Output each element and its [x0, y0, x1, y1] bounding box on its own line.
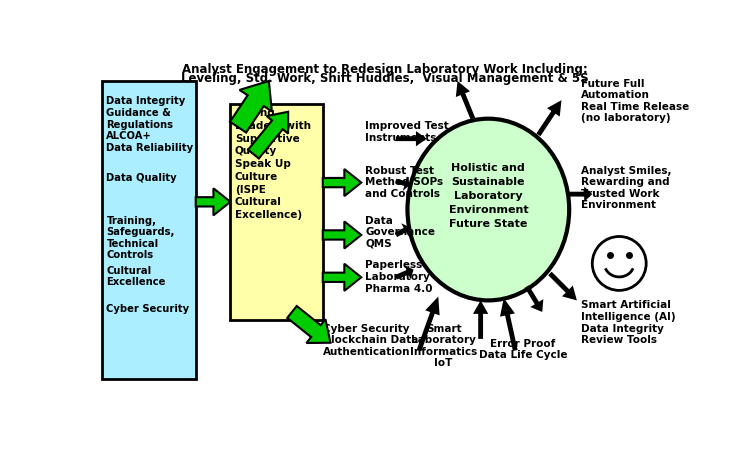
- Text: Paperless
Laboratory
Pharma 4.0: Paperless Laboratory Pharma 4.0: [365, 261, 433, 293]
- FancyBboxPatch shape: [102, 81, 196, 379]
- Text: Robust Test
Method SOPs
and Controls: Robust Test Method SOPs and Controls: [365, 166, 443, 199]
- Text: Leveling, Std. Work, Shift Huddles,  Visual Management & 5S: Leveling, Std. Work, Shift Huddles, Visu…: [181, 72, 588, 86]
- Ellipse shape: [592, 237, 646, 290]
- FancyArrow shape: [395, 176, 410, 191]
- FancyArrow shape: [525, 285, 543, 312]
- Polygon shape: [322, 221, 362, 248]
- Text: Holistic and
Sustainable
Laboratory
Environment
Future State: Holistic and Sustainable Laboratory Envi…: [448, 163, 528, 229]
- Polygon shape: [196, 188, 230, 216]
- Text: Data Integrity
Guidance &
Regulations
ALCOA+: Data Integrity Guidance & Regulations AL…: [106, 96, 186, 141]
- FancyArrow shape: [500, 298, 517, 351]
- Text: Strong
Leaders with
Supportive
Quality
Speak Up
Culture
(ISPE
Cultural
Excellenc: Strong Leaders with Supportive Quality S…: [235, 108, 311, 220]
- FancyArrow shape: [394, 223, 410, 237]
- Text: Smart Artificial
Intelligence (AI)
Data Integrity
Review Tools: Smart Artificial Intelligence (AI) Data …: [580, 301, 675, 345]
- FancyArrow shape: [417, 297, 440, 351]
- Text: Data Reliability: Data Reliability: [106, 143, 194, 153]
- Text: Cultural
Excellence: Cultural Excellence: [106, 266, 166, 288]
- Text: Analyst Smiles,
Rewarding and
Trusted Work
Environment: Analyst Smiles, Rewarding and Trusted Wo…: [580, 166, 671, 211]
- Text: Smart
Laboratory
Informatics
IoT: Smart Laboratory Informatics IoT: [410, 324, 477, 368]
- Text: Data
Governance
QMS: Data Governance QMS: [365, 216, 435, 249]
- Text: Future Full
Automation
Real Time Release
(no laboratory): Future Full Automation Real Time Release…: [580, 79, 689, 123]
- Text: Analyst Engagement to Redesign Laboratory Work Including:: Analyst Engagement to Redesign Laborator…: [182, 63, 587, 76]
- Text: Improved Test
Instruments: Improved Test Instruments: [365, 121, 448, 143]
- Text: Data Quality: Data Quality: [106, 173, 177, 183]
- Text: Training,
Safeguards,
Technical
Controls: Training, Safeguards, Technical Controls: [106, 216, 175, 261]
- FancyArrow shape: [456, 81, 476, 120]
- Text: Error Proof
Data Life Cycle: Error Proof Data Life Cycle: [478, 339, 567, 360]
- Text: Cyber Security
Blockchain Data
Authentication: Cyber Security Blockchain Data Authentic…: [322, 324, 419, 357]
- FancyArrow shape: [569, 186, 592, 202]
- FancyArrow shape: [473, 301, 488, 339]
- Polygon shape: [322, 169, 362, 196]
- FancyArrow shape: [396, 131, 427, 146]
- Ellipse shape: [407, 119, 569, 301]
- Polygon shape: [322, 264, 362, 291]
- FancyArrow shape: [548, 272, 577, 301]
- FancyArrow shape: [395, 266, 414, 279]
- Text: Cyber Security: Cyber Security: [106, 304, 190, 314]
- FancyArrow shape: [536, 100, 562, 136]
- Polygon shape: [248, 112, 288, 158]
- Polygon shape: [287, 306, 331, 343]
- Polygon shape: [230, 81, 272, 133]
- FancyBboxPatch shape: [230, 104, 322, 320]
